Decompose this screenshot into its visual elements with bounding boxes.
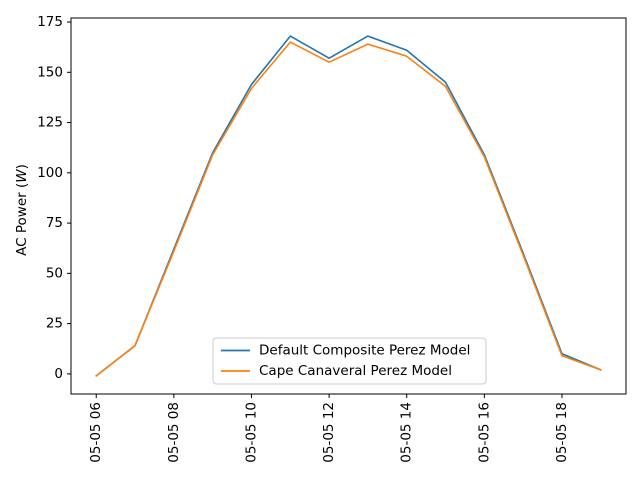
x-tick-label: 05-05 08 xyxy=(166,402,182,463)
y-tick-label: 100 xyxy=(37,165,63,181)
y-tick-label: 0 xyxy=(54,366,63,382)
x-tick-label: 05-05 06 xyxy=(88,402,104,463)
y-tick-label: 25 xyxy=(46,316,63,332)
y-axis-label: AC Power (W) xyxy=(14,164,30,256)
y-tick-label: 175 xyxy=(37,14,63,30)
y-tick-label: 125 xyxy=(37,115,63,131)
series-line-default-composite xyxy=(95,35,602,377)
series-line-cape-canaveral xyxy=(95,41,602,377)
legend-box xyxy=(212,337,487,385)
x-tick-label: 05-05 10 xyxy=(243,402,259,463)
axes-spines xyxy=(70,17,627,395)
legend-entry-label: Default Composite Perez Model xyxy=(259,343,470,359)
legend-entry-label: Cape Canaveral Perez Model xyxy=(259,363,452,379)
x-tick-label: 05-05 12 xyxy=(321,402,337,463)
x-tick-label: 05-05 18 xyxy=(554,402,570,463)
x-tick-label: 05-05 16 xyxy=(476,402,492,463)
y-tick-label: 75 xyxy=(46,215,63,231)
legend: Default Composite Perez Model Cape Canave… xyxy=(212,337,487,385)
y-tick-label: 150 xyxy=(37,64,63,80)
x-tick-label: 05-05 14 xyxy=(399,402,415,463)
y-tick-label: 50 xyxy=(46,265,63,281)
